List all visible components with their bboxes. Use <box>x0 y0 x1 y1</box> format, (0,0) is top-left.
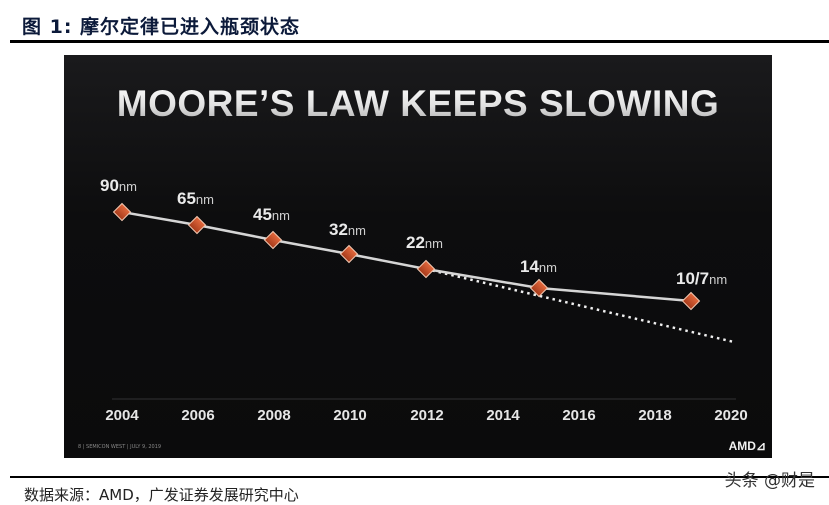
point-label-45nm: 45nm <box>253 205 290 224</box>
x-tick-2008: 2008 <box>257 407 291 424</box>
watermark: 头条 @财是 <box>724 471 815 491</box>
point-label-32nm: 32nm <box>329 220 366 239</box>
point-label-22nm: 22nm <box>406 233 443 252</box>
bottom-divider <box>10 476 829 478</box>
data-markers <box>112 202 701 311</box>
point-label-90nm: 90nm <box>100 176 137 195</box>
top-divider <box>10 40 829 43</box>
source-note: 数据来源：AMD，广发证券发展研究中心 <box>24 486 299 504</box>
point-label-10-7nm: 10/7nm <box>676 269 728 288</box>
line-chart <box>112 202 736 400</box>
amd-logo: AMD⊿ <box>728 439 766 453</box>
x-tick-2010: 2010 <box>333 407 367 424</box>
x-tick-2020: 2020 <box>714 407 748 424</box>
point-label-14nm: 14nm <box>520 257 557 276</box>
x-tick-2018: 2018 <box>638 407 672 424</box>
point-label-65nm: 65nm <box>177 189 214 208</box>
slide-footer: 8 | SEMICON WEST | JULY 9, 2019 <box>78 444 162 450</box>
slide-title: MOORE’S LAW KEEPS SLOWING <box>64 83 772 125</box>
x-tick-2016: 2016 <box>562 407 596 424</box>
x-tick-2004: 2004 <box>105 407 139 424</box>
slide: MOORE’S LAW KEEPS SLOWING 90nm 65nm 45nm… <box>64 55 772 458</box>
x-tick-2006: 2006 <box>181 407 215 424</box>
x-tick-2012: 2012 <box>410 407 444 424</box>
figure-title: 图 1: 摩尔定律已进入瓶颈状态 <box>22 16 301 38</box>
actual-solid-line <box>121 210 692 303</box>
trend-dotted-line <box>425 267 735 344</box>
x-tick-2014: 2014 <box>486 407 520 424</box>
